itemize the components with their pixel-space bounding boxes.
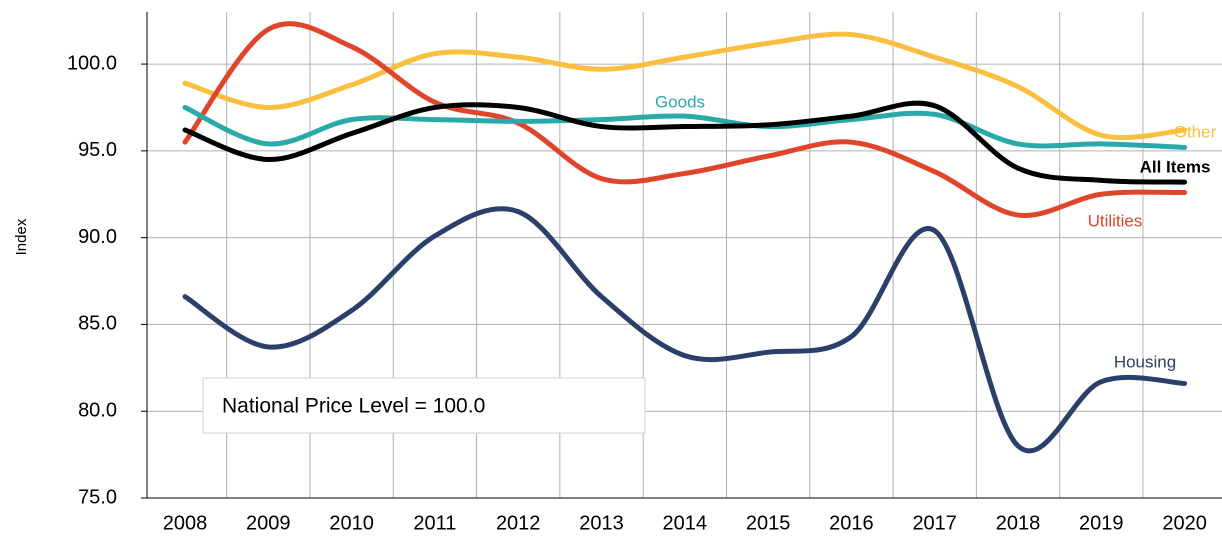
series-label: All Items (1140, 157, 1211, 176)
y-tick-label: 100.0 (67, 52, 117, 74)
y-tick-label: 85.0 (78, 313, 117, 335)
x-tick-label: 2016 (829, 512, 874, 534)
line (182, 104, 1188, 150)
x-tick-label: 2009 (246, 512, 291, 534)
line (182, 100, 1188, 185)
y-tick-label: 80.0 (78, 399, 117, 421)
annotation-box (202, 377, 646, 434)
x-tick-label: 2014 (663, 512, 708, 534)
y-axis-label: Index (13, 218, 30, 255)
x-tick-label: 2020 (1162, 512, 1207, 534)
x-tick-label: 2008 (163, 512, 208, 534)
series-label: Goods (655, 92, 705, 111)
x-tick-label: 2017 (912, 512, 957, 534)
line (182, 31, 1188, 141)
x-tick-label: 2018 (996, 512, 1041, 534)
series-label: Housing (1114, 352, 1176, 371)
x-tick-label: 2011 (413, 512, 456, 534)
y-tick-label: 90.0 (78, 226, 117, 248)
line (182, 206, 1188, 454)
x-tick-label: 2010 (329, 512, 374, 534)
x-tick-label: 2012 (496, 512, 541, 534)
y-tick-label: 95.0 (78, 139, 117, 161)
annotation: National Price Level = 100.0 (222, 395, 485, 418)
series-label: Other (1174, 122, 1217, 141)
x-tick-label: 2015 (746, 512, 791, 534)
x-tick-label: 2013 (579, 512, 624, 534)
line (182, 21, 1188, 219)
x-tick-label: 2019 (1079, 512, 1124, 534)
series-label: Utilities (1088, 211, 1143, 230)
y-tick-label: 75.0 (78, 486, 117, 508)
